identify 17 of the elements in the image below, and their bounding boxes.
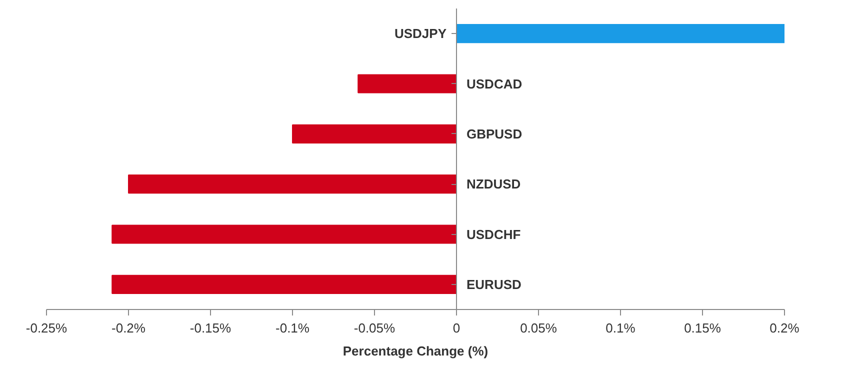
y-tick-label: USDJPY xyxy=(394,26,447,42)
y-tick-label: USDCHF xyxy=(466,226,521,242)
x-tick-label: 0.15% xyxy=(684,320,722,336)
x-axis-title: Percentage Change (%) xyxy=(342,344,488,358)
x-tick-label: -0.25% xyxy=(26,320,68,336)
y-tick-label: GBPUSD xyxy=(466,126,522,142)
x-tick-label: -0.1% xyxy=(276,320,310,336)
x-tick-label: 0.2% xyxy=(770,320,800,336)
x-tick-label: -0.05% xyxy=(354,320,396,336)
y-tick-label: USDCAD xyxy=(466,76,522,92)
x-tick-label: 0.1% xyxy=(606,320,636,336)
x-tick-label: -0.2% xyxy=(112,320,146,336)
y-tick-label: EURUSD xyxy=(466,276,522,292)
y-tick-label: NZDUSD xyxy=(466,176,521,192)
x-tick-label: 0.05% xyxy=(520,320,558,336)
x-tick-label: 0 xyxy=(452,320,460,336)
x-tick-label: -0.15% xyxy=(190,320,232,336)
